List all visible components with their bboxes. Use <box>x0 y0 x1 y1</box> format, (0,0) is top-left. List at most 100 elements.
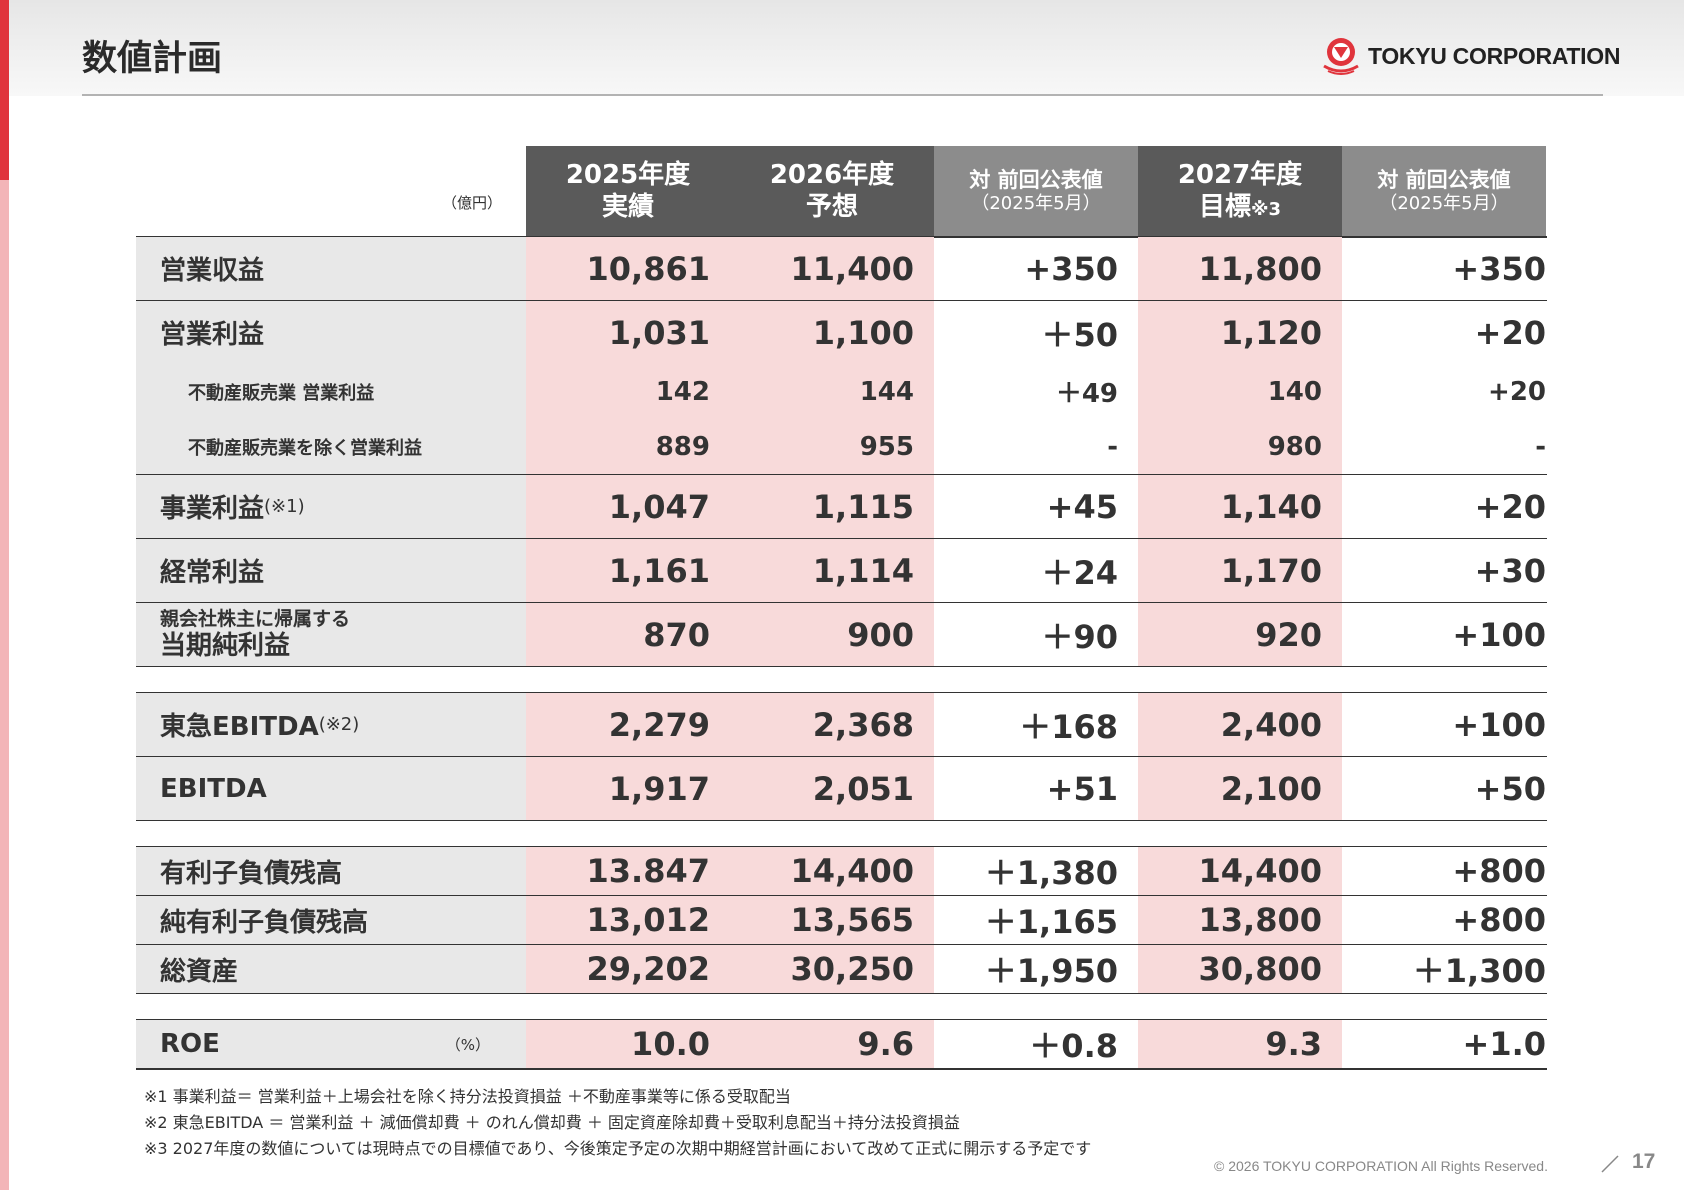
cell-2026: 2,051 <box>730 757 934 820</box>
cell-2027: 920 <box>1138 603 1342 666</box>
cell-2025: 1,161 <box>526 539 730 602</box>
footnote-2: ※2 東急EBITDA ＝ 営業利益 ＋ 減価償却費 ＋ のれん償却費 ＋ 固定… <box>144 1113 960 1132</box>
cell-2025: 870 <box>526 603 730 666</box>
table-row-net-interest-bearing-debt: 純有利子負債残高 13,012 13,565 ＋1,165 13,800 +80… <box>136 896 1547 944</box>
cell-vs-prev-2026: ＋50 <box>1041 315 1118 354</box>
cell-2027: 30,800 <box>1138 945 1342 993</box>
row-label: ROE （%） <box>136 1020 526 1068</box>
cell-vs-prev-2026: ＋0.8 <box>1029 1027 1118 1065</box>
cell-vs-prev-2026: ＋49 <box>1055 379 1118 409</box>
row-divider <box>136 538 1547 539</box>
company-logo: TOKYU CORPORATION <box>1320 36 1620 76</box>
cell-vs-prev-2026: ＋1,380 <box>984 854 1118 892</box>
slash-divider-icon <box>1601 1155 1619 1173</box>
cell-2027: 11,800 <box>1138 237 1342 300</box>
cell-2026: 1,100 <box>730 301 934 364</box>
row-label-text: 東急EBITDA <box>160 712 319 742</box>
col-header-line2: 目標※3 <box>1199 191 1281 224</box>
cell-vs-prev-2027: +100 <box>1452 615 1546 654</box>
cell-2025: 2,279 <box>526 693 730 756</box>
table-row-income-excl-real-estate-sales: 不動産販売業を除く営業利益 889 955 - 980 - <box>136 419 1547 474</box>
cell-vs-prev-2026: +45 <box>1046 487 1118 526</box>
row-label: 有利子負債残高 <box>136 847 526 895</box>
col-header-vs-previous-2026: 対 前回公表値 （2025年5月） <box>934 146 1138 236</box>
cell-2027: 1,170 <box>1138 539 1342 602</box>
col-header-line1: 2026年度 <box>769 159 895 190</box>
cell-vs-prev-2027: +50 <box>1474 769 1546 808</box>
page-number: 17 <box>1632 1150 1656 1173</box>
copyright: © 2026 TOKYU CORPORATION All Rights Rese… <box>1214 1158 1548 1174</box>
cell-vs-prev-2027: +100 <box>1452 705 1546 744</box>
row-label-text: 総資産 <box>160 956 239 987</box>
cell-2026: 1,115 <box>730 475 934 538</box>
row-label: 不動産販売業 営業利益 <box>136 364 526 419</box>
cell-vs-prev-2027: +20 <box>1488 376 1546 407</box>
row-unit-label: （%） <box>445 1035 490 1054</box>
cell-vs-prev-2027: ＋1,300 <box>1412 952 1546 990</box>
cell-vs-prev-2026: ＋168 <box>1019 707 1118 746</box>
unit-label: （億円） <box>442 194 503 212</box>
row-label-note: (※1) <box>264 496 305 517</box>
cell-2026: 144 <box>730 364 934 419</box>
col-header-target-text: 目標 <box>1198 192 1251 222</box>
cell-vs-prev-2027: +800 <box>1452 852 1546 890</box>
row-divider <box>136 846 1547 847</box>
cell-vs-prev-2026: ＋1,950 <box>984 952 1118 990</box>
row-label-text: 営業収益 <box>160 256 265 286</box>
table-row-ebitda: EBITDA 1,917 2,051 +51 2,100 +50 <box>136 757 1547 820</box>
col-header-line2: 予想 <box>805 192 858 222</box>
row-label: 経常利益 <box>136 539 526 602</box>
cell-2026: 11,400 <box>730 237 934 300</box>
cell-2025: 1,031 <box>526 301 730 364</box>
row-label-text: 経常利益 <box>160 558 265 588</box>
cell-2025: 13.847 <box>526 847 730 895</box>
cell-2026: 30,250 <box>730 945 934 993</box>
cell-2026: 2,368 <box>730 693 934 756</box>
tokyu-logo-icon <box>1323 38 1359 75</box>
cell-2027: 13,800 <box>1138 896 1342 944</box>
row-divider <box>136 1068 1547 1070</box>
col-header-line2: 実績 <box>601 192 654 222</box>
cell-vs-prev-2026: ＋90 <box>1041 617 1118 656</box>
row-label: 親会社株主に帰属する 当期純利益 <box>136 603 526 666</box>
table-row-roe: ROE （%） 10.0 9.6 ＋0.8 9.3 +1.0 <box>136 1020 1547 1068</box>
left-accent-bar <box>0 0 9 180</box>
table-row-total-assets: 総資産 29,202 30,250 ＋1,950 30,800 ＋1,300 <box>136 945 1547 993</box>
logo-text: TOKYU CORPORATION <box>1368 42 1621 69</box>
cell-vs-prev-2026: ＋24 <box>1041 553 1118 592</box>
row-divider <box>136 820 1547 821</box>
cell-2026: 955 <box>730 419 934 474</box>
header-band <box>0 0 1684 96</box>
cell-2027: 2,100 <box>1138 757 1342 820</box>
row-divider <box>136 602 1547 603</box>
row-label: 事業利益 (※1) <box>136 475 526 538</box>
cell-2025: 889 <box>526 419 730 474</box>
table-row-operating-revenue: 営業収益 10,861 11,400 +350 11,800 +350 <box>136 237 1547 300</box>
row-label-line2: 当期純利益 <box>160 631 291 662</box>
row-label: 総資産 <box>136 945 526 993</box>
cell-2027: 2,400 <box>1138 693 1342 756</box>
footnote-3: ※3 2027年度の数値については現時点での目標値であり、今後策定予定の次期中期… <box>144 1139 1092 1158</box>
row-label-text: 不動産販売業 営業利益 <box>188 382 375 404</box>
col-header-2027-target: 2027年度 目標※3 <box>1138 146 1342 236</box>
row-divider <box>136 692 1547 693</box>
cell-2025: 10.0 <box>526 1020 730 1068</box>
col-header-line1: 対 前回公表値 <box>1377 167 1511 192</box>
row-label-text: 有利子負債残高 <box>160 858 343 889</box>
row-divider <box>136 895 1547 896</box>
footnote-1: ※1 事業利益＝ 営業利益＋上場会社を除く持分法投資損益 ＋不動産事業等に係る受… <box>144 1087 791 1106</box>
table-row-tokyu-ebitda: 東急EBITDA (※2) 2,279 2,368 ＋168 2,400 +100 <box>136 693 1547 756</box>
cell-2027: 14,400 <box>1138 847 1342 895</box>
col-header-note: ※3 <box>1250 199 1282 220</box>
table-row-business-profit: 事業利益 (※1) 1,047 1,115 +45 1,140 +20 <box>136 475 1547 538</box>
table-row-interest-bearing-debt: 有利子負債残高 13.847 14,400 ＋1,380 14,400 +800 <box>136 847 1547 895</box>
cell-vs-prev-2026: +51 <box>1046 769 1118 808</box>
footnotes: ※1 事業利益＝ 営業利益＋上場会社を除く持分法投資損益 ＋不動産事業等に係る受… <box>144 1084 1091 1162</box>
row-divider <box>136 300 1547 301</box>
cell-2025: 10,861 <box>526 237 730 300</box>
cell-2025: 142 <box>526 364 730 419</box>
col-header-2026-forecast: 2026年度 予想 <box>730 146 934 236</box>
row-label-text: 営業利益 <box>160 320 265 350</box>
row-label: 営業利益 <box>136 301 526 364</box>
row-divider <box>136 1019 1547 1020</box>
